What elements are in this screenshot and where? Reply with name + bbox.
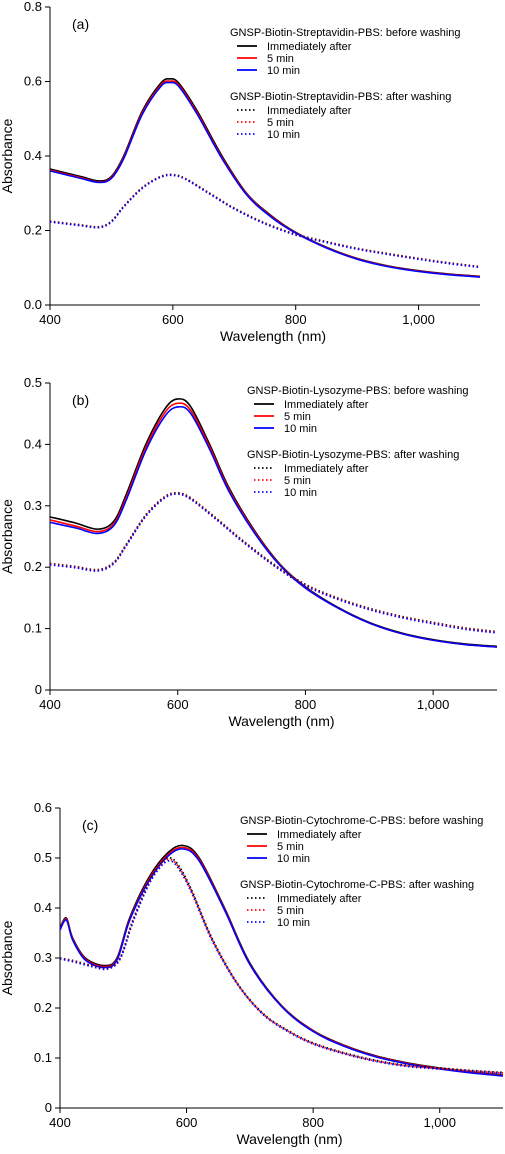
series-line-immediately-after-dotted <box>49 173 481 268</box>
x-tick-label: 400 <box>39 312 61 327</box>
y-tick-label: 0.3 <box>34 950 52 965</box>
series-line-immediately-after-solid <box>49 78 481 278</box>
y-tick-label: 0 <box>35 682 42 697</box>
legend-group-title: GNSP-Biotin-Cytochrome-C-PBS: after wash… <box>240 879 474 891</box>
legend: GNSP-Biotin-Cytochrome-C-PBS: before was… <box>240 815 483 929</box>
y-axis-title: Absorbance <box>0 920 15 995</box>
y-tick-label: 0.2 <box>24 559 42 574</box>
series-line-5-min-solid <box>49 402 498 648</box>
legend-entry: 10 min <box>267 129 300 141</box>
series-line-10-min-solid <box>49 405 498 648</box>
legend-entry: Immediately after <box>277 829 362 841</box>
chart-panel-2: 0 0.1 0.2 0.3 0.4 0.5 0.6 400 600 800 1,000 Wavelen… <box>0 800 504 1147</box>
series-line-10-min-solid <box>49 81 481 278</box>
legend-entry: 5 min <box>284 475 311 487</box>
x-tick-label: 800 <box>302 1115 324 1130</box>
x-tick-label: 400 <box>49 1115 71 1130</box>
legend-entry: 10 min <box>284 487 317 499</box>
x-tick-label: 800 <box>285 312 307 327</box>
panel-label: (b) <box>72 392 89 408</box>
y-tick-label: 0.0 <box>24 297 42 312</box>
y-tick-label: 0.4 <box>34 900 52 915</box>
y-tick-label: 0.1 <box>24 621 42 636</box>
series-line-immediately-after-solid <box>49 398 498 648</box>
chart-panel-1: 0 0.1 0.2 0.3 0.4 0.5 400 600 800 1,000 Wavelength… <box>0 375 498 729</box>
y-axis-title: Absorbance <box>0 499 15 574</box>
legend: GNSP-Biotin-Streptavidin-PBS: before was… <box>230 27 461 141</box>
y-axis-title: Absorbance <box>0 118 15 193</box>
legend-entry: 10 min <box>277 917 310 929</box>
x-tick-label: 600 <box>162 312 184 327</box>
series-line-immediately-after-dotted <box>49 491 498 633</box>
legend-group-title: GNSP-Biotin-Cytochrome-C-PBS: before was… <box>240 815 483 827</box>
series-line-5-min-dotted <box>49 173 481 268</box>
legend-entry: 5 min <box>267 117 294 129</box>
y-tick-label: 0.3 <box>24 498 42 513</box>
legend-entry: Immediately after <box>277 893 362 905</box>
series-line-5-min-dotted <box>59 858 504 1074</box>
y-tick-label: 0.2 <box>34 1000 52 1015</box>
legend-entry: 5 min <box>284 411 311 423</box>
x-tick-label: 1,000 <box>423 1115 456 1130</box>
x-tick-label: 600 <box>167 697 189 712</box>
x-tick-label: 1,000 <box>417 697 450 712</box>
y-tick-label: 0.6 <box>24 74 42 89</box>
y-tick-label: 0.8 <box>24 0 42 14</box>
y-tick-label: 0.1 <box>34 1050 52 1065</box>
y-tick-label: 0.2 <box>24 223 42 238</box>
panel-label: (c) <box>82 817 98 833</box>
x-axis-title: Wavelength (nm) <box>220 328 326 344</box>
y-tick-label: 0.5 <box>34 850 52 865</box>
chart-panel-0: 0.0 0.2 0.4 0.6 0.8 400 600 800 1,000 Wavelength … <box>0 0 481 344</box>
x-tick-label: 600 <box>176 1115 198 1130</box>
x-tick-label: 800 <box>295 697 317 712</box>
legend-entry: Immediately after <box>267 105 352 117</box>
x-tick-label: 1,000 <box>402 312 435 327</box>
legend-group-title: GNSP-Biotin-Lysozyme-PBS: before washing <box>247 385 469 397</box>
legend-entry: 10 min <box>277 853 310 865</box>
legend-group-title: GNSP-Biotin-Streptavidin-PBS: after wash… <box>230 91 451 103</box>
legend-entry: Immediately after <box>284 463 369 475</box>
panel-label: (a) <box>72 16 89 32</box>
series-line-10-min-dotted <box>49 174 481 269</box>
y-tick-label: 0.4 <box>24 436 42 451</box>
legend-entry: 5 min <box>277 905 304 917</box>
legend-entry: 10 min <box>284 423 317 435</box>
series-line-5-min-solid <box>49 80 481 278</box>
x-axis-title: Wavelength (nm) <box>228 713 334 729</box>
y-tick-label: 0.4 <box>24 148 42 163</box>
legend-entry: 10 min <box>267 65 300 77</box>
x-tick-label: 400 <box>39 697 61 712</box>
legend-entry: 5 min <box>277 841 304 853</box>
y-tick-label: 0.6 <box>34 800 52 815</box>
legend-group-title: GNSP-Biotin-Streptavidin-PBS: before was… <box>230 27 461 39</box>
legend-group-title: GNSP-Biotin-Lysozyme-PBS: after washing <box>247 449 459 461</box>
legend-entry: Immediately after <box>284 399 369 411</box>
y-tick-label: 0 <box>45 1100 52 1115</box>
x-axis-title: Wavelength (nm) <box>236 1131 342 1147</box>
legend: GNSP-Biotin-Lysozyme-PBS: before washing… <box>247 385 469 499</box>
series-line-10-min-solid <box>59 848 504 1077</box>
y-tick-label: 0.5 <box>24 375 42 390</box>
legend-entry: Immediately after <box>267 41 352 53</box>
legend-entry: 5 min <box>267 53 294 65</box>
